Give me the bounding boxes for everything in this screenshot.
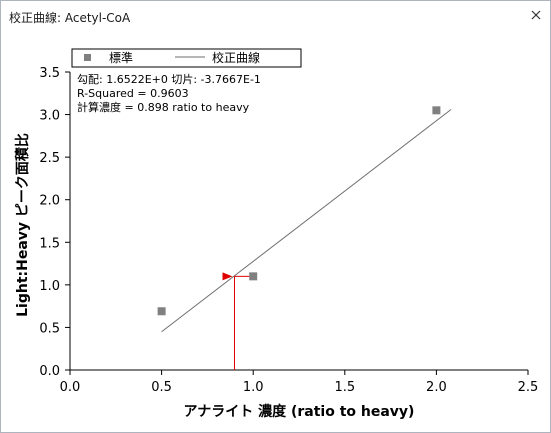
y-tick-label: 2.0 <box>39 194 60 209</box>
x-tick-label: 1.0 <box>243 380 264 395</box>
window-title: 校正曲線: Acetyl-CoA <box>9 11 131 25</box>
x-tick-label: 2.0 <box>426 380 447 395</box>
y-tick-label: 1.0 <box>39 279 60 294</box>
y-tick-label: 3.5 <box>39 66 60 81</box>
close-icon[interactable] <box>530 9 542 21</box>
standard-point <box>157 307 166 316</box>
x-tick-label: 2.5 <box>518 380 539 395</box>
legend-standard-marker <box>84 54 91 61</box>
legend-curve-label: 校正曲線 <box>212 50 260 65</box>
title-bar[interactable]: 校正曲線: Acetyl-CoA <box>1 1 550 31</box>
legend-standard-label: 標準 <box>109 50 133 65</box>
y-tick-label: 3.0 <box>39 109 60 124</box>
standard-point <box>249 272 258 281</box>
x-axis-title: アナライト 濃度 (ratio to heavy) <box>184 403 415 420</box>
y-tick-label: 0.5 <box>39 321 60 336</box>
x-tick-label: 1.5 <box>334 380 355 395</box>
y-tick-label: 0.0 <box>39 364 60 379</box>
x-tick-label: 0.0 <box>60 380 81 395</box>
legend-box <box>71 48 302 68</box>
calculated-concentration-text: 計算濃度 = 0.898 ratio to heavy <box>77 100 250 114</box>
slope-intercept-text: 勾配: 1.6522E+0 切片: -3.7667E-1 <box>77 73 261 86</box>
x-tick-label: 0.5 <box>151 380 172 395</box>
standard-point <box>432 106 441 115</box>
calibration-curve-line <box>161 109 452 333</box>
legend: 標準 校正曲線 <box>71 48 302 68</box>
y-tick-label: 2.5 <box>39 151 60 166</box>
calculated-arrow-marker <box>222 272 233 281</box>
y-tick-label: 1.5 <box>39 236 60 251</box>
r-squared-text: R-Squared = 0.9603 <box>77 87 189 100</box>
y-axis-title: Light:Heavy ピーク面積比 <box>14 133 31 317</box>
